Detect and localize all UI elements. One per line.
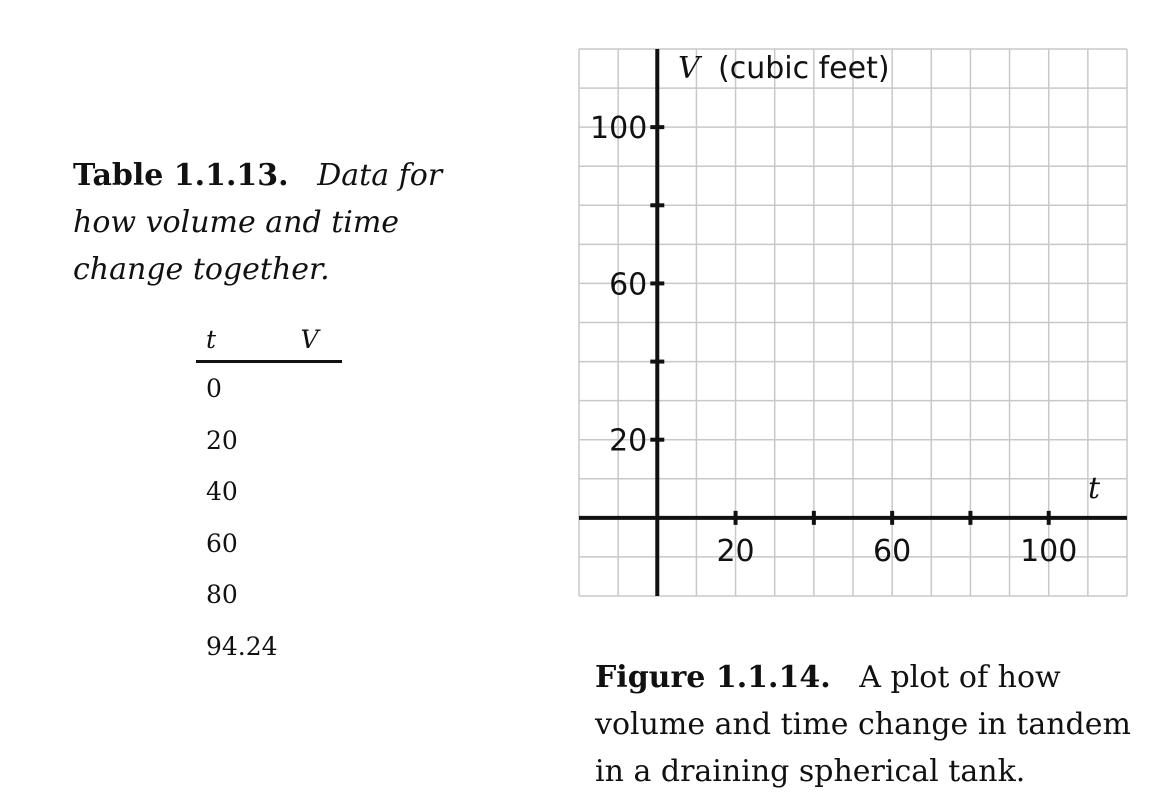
table-header-v: V (277, 318, 342, 363)
table-row: 20 (196, 415, 342, 467)
table-cell-t: 40 (206, 477, 238, 507)
table-cell-t: 80 (206, 580, 238, 610)
table-caption: Table 1.1.13. Data for how volume and ti… (73, 152, 513, 293)
table-cell-t: 20 (206, 425, 238, 455)
y-tick-label: 100 (590, 111, 647, 146)
table-cell-t: 60 (206, 528, 238, 558)
y-tick-label: 20 (609, 424, 647, 459)
table-row: 0 (196, 362, 342, 415)
table-header-t: t (196, 318, 278, 363)
figure-caption-label: Figure 1.1.14. (595, 660, 831, 695)
x-axis-label: t (1088, 471, 1101, 506)
plot-ticks (650, 125, 1051, 525)
data-table: t V 0 20 40 60 80 94.24 (196, 318, 342, 672)
y-axis-label: V (678, 51, 703, 86)
figure-caption: Figure 1.1.14. A plot of how volume and … (595, 654, 1150, 795)
table-row: 94.24 (196, 621, 342, 673)
table-cell-t: 0 (206, 374, 222, 404)
table-caption-label: Table 1.1.13. (73, 158, 289, 193)
table-row: 80 (196, 569, 342, 621)
y-tick-label: 60 (609, 267, 647, 302)
table-cell-t: 94.24 (206, 631, 278, 661)
table-row: 60 (196, 518, 342, 570)
table-header-row: t V (196, 318, 342, 363)
plot-grid (578, 48, 1128, 597)
plot-tick-labels: 20 60 100 20 60 100 (590, 111, 1077, 569)
x-tick-label: 100 (1020, 534, 1077, 569)
y-axis-unit: (cubic feet) (718, 51, 890, 86)
x-tick-label: 20 (716, 534, 754, 569)
x-tick-label: 60 (873, 534, 911, 569)
table-caption-text: Data for how volume and time change toge… (73, 158, 443, 287)
figure-caption-text: A plot of how volume and time change in … (595, 660, 1131, 789)
table-row: 40 (196, 466, 342, 518)
plot-axes (579, 49, 1127, 596)
